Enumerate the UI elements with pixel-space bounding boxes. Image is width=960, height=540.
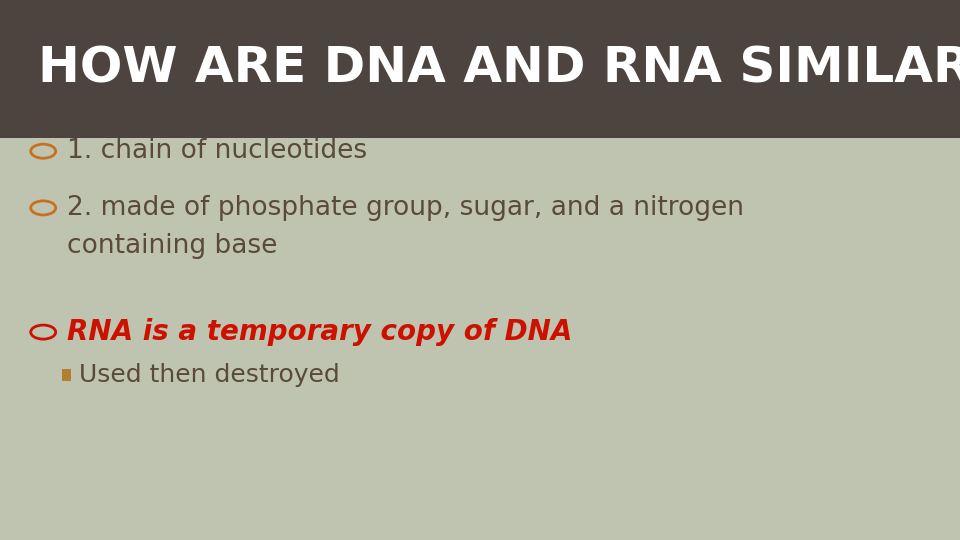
Text: RNA is a temporary copy of DNA: RNA is a temporary copy of DNA — [67, 318, 572, 346]
Text: Used then destroyed: Used then destroyed — [79, 363, 340, 387]
Text: 1. chain of nucleotides: 1. chain of nucleotides — [67, 138, 368, 164]
Text: containing base: containing base — [67, 233, 277, 259]
Text: 2. made of phosphate group, sugar, and a nitrogen: 2. made of phosphate group, sugar, and a… — [67, 195, 744, 221]
Text: HOW ARE DNA AND RNA SIMILAR?: HOW ARE DNA AND RNA SIMILAR? — [38, 45, 960, 93]
